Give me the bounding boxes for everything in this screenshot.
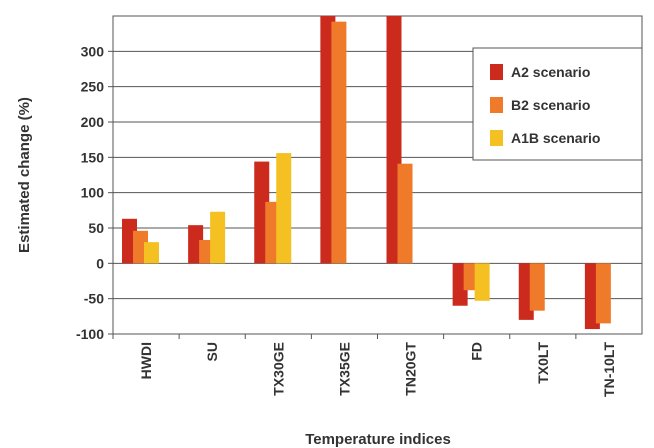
bar (397, 163, 413, 264)
bar (595, 263, 611, 324)
y-tick-label: 0 (96, 255, 104, 271)
legend: A2 scenario B2 scenario A1B scenario (472, 47, 643, 161)
legend-label: A1B scenario (511, 130, 600, 146)
x-tick-label: TN20GT (403, 342, 419, 396)
bar (276, 153, 292, 264)
bars (122, 16, 611, 330)
x-axis: HWDI SU TX30GE TX35GE TN20GT FD TX0LT TN-10LT (112, 334, 617, 397)
bar (331, 21, 347, 264)
y-axis: -100 -50 0 50 100 150 200 250 300 (76, 43, 113, 342)
bar (529, 263, 545, 311)
bar (144, 242, 159, 264)
legend-label: B2 scenario (511, 97, 590, 113)
y-tick-label: 100 (81, 185, 105, 201)
x-axis-title: Temperature indices (305, 431, 451, 448)
bar (474, 263, 490, 301)
y-tick-label: -100 (76, 326, 104, 342)
x-tick-label: SU (204, 342, 220, 361)
legend-swatch (490, 97, 503, 113)
y-tick-label: 200 (81, 114, 105, 130)
x-tick-label: TN-10LT (601, 342, 617, 397)
x-tick-label: FD (469, 342, 485, 361)
legend-label: A2 scenario (511, 64, 590, 80)
x-tick-label: TX0LT (535, 342, 551, 384)
bar (210, 211, 226, 264)
legend-swatch (490, 64, 503, 80)
y-tick-label: 250 (81, 79, 105, 95)
legend-swatch (490, 130, 503, 146)
x-tick-label: HWDI (138, 342, 154, 379)
x-tick-label: TX30GE (270, 342, 286, 396)
y-tick-label: 300 (81, 43, 105, 59)
y-axis-title: Estimated change (%) (16, 97, 33, 253)
y-tick-label: 150 (81, 149, 105, 165)
x-tick-label: TX35GE (336, 342, 352, 396)
y-tick-label: 50 (88, 220, 104, 236)
y-tick-label: -50 (84, 291, 104, 307)
